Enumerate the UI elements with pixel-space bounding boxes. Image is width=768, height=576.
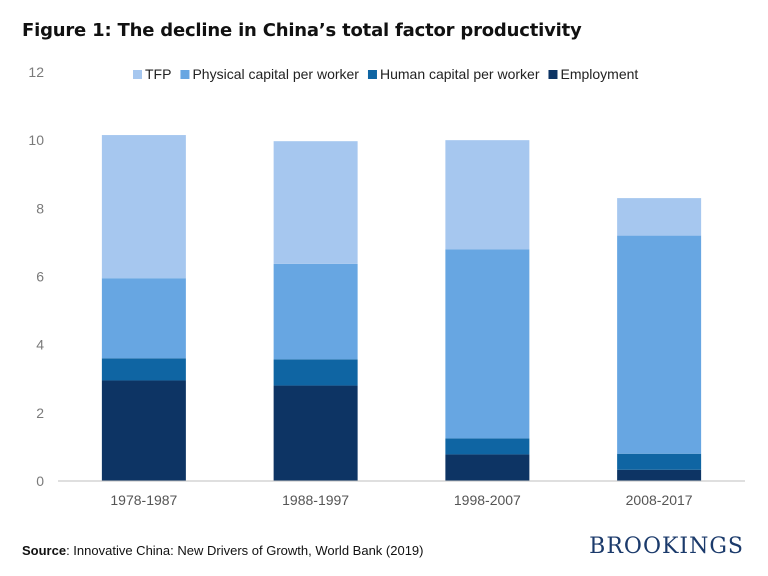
bar-segment-employment bbox=[445, 454, 530, 481]
bar-segment-human-capital-per-worker bbox=[617, 453, 702, 470]
legend-label: Employment bbox=[560, 66, 638, 82]
legend-label: TFP bbox=[145, 66, 171, 82]
legend-swatch bbox=[133, 70, 142, 79]
legend-label: Human capital per worker bbox=[380, 66, 540, 82]
x-tick-label: 1998-2007 bbox=[454, 492, 521, 508]
bar-segment-physical-capital-per-worker bbox=[273, 263, 358, 360]
source-label: Source bbox=[22, 543, 67, 558]
source-text: : Innovative China: New Drivers of Growt… bbox=[66, 543, 424, 558]
bar-segment-tfp bbox=[445, 140, 530, 250]
y-tick-label: 12 bbox=[28, 64, 44, 80]
bar-segment-human-capital-per-worker bbox=[101, 358, 186, 381]
legend-label: Physical capital per worker bbox=[192, 66, 359, 82]
y-tick-label: 8 bbox=[36, 200, 44, 216]
bar-segment-employment bbox=[101, 380, 186, 481]
legend-swatch bbox=[367, 70, 377, 79]
y-tick-label: 10 bbox=[28, 132, 44, 148]
y-tick-label: 2 bbox=[36, 405, 44, 421]
bar-segment-tfp bbox=[617, 198, 702, 236]
legend-swatch bbox=[180, 70, 190, 79]
y-tick-label: 0 bbox=[36, 473, 44, 489]
chart-title: Figure 1: The decline in China’s total f… bbox=[22, 20, 582, 41]
bar-segment-tfp bbox=[101, 135, 186, 279]
bar-segment-physical-capital-per-worker bbox=[101, 278, 186, 359]
y-tick-label: 6 bbox=[36, 269, 44, 285]
x-tick-label: 2008-2017 bbox=[626, 492, 693, 508]
x-tick-label: 1988-1997 bbox=[282, 492, 349, 508]
brookings-logo: BROOKINGS bbox=[589, 534, 744, 559]
y-tick-label: 4 bbox=[36, 337, 44, 353]
bar-segment-tfp bbox=[273, 141, 358, 264]
source-note: Source: Innovative China: New Drivers of… bbox=[22, 543, 423, 558]
bar-segment-physical-capital-per-worker bbox=[445, 249, 530, 439]
legend-swatch bbox=[548, 70, 558, 79]
bar-segment-human-capital-per-worker bbox=[273, 359, 358, 386]
bar-segment-employment bbox=[273, 385, 358, 481]
bar-segment-employment bbox=[617, 469, 702, 481]
x-tick-label: 1978-1987 bbox=[110, 492, 177, 508]
bar-segment-physical-capital-per-worker bbox=[617, 235, 702, 454]
bar-segment-human-capital-per-worker bbox=[445, 438, 530, 455]
